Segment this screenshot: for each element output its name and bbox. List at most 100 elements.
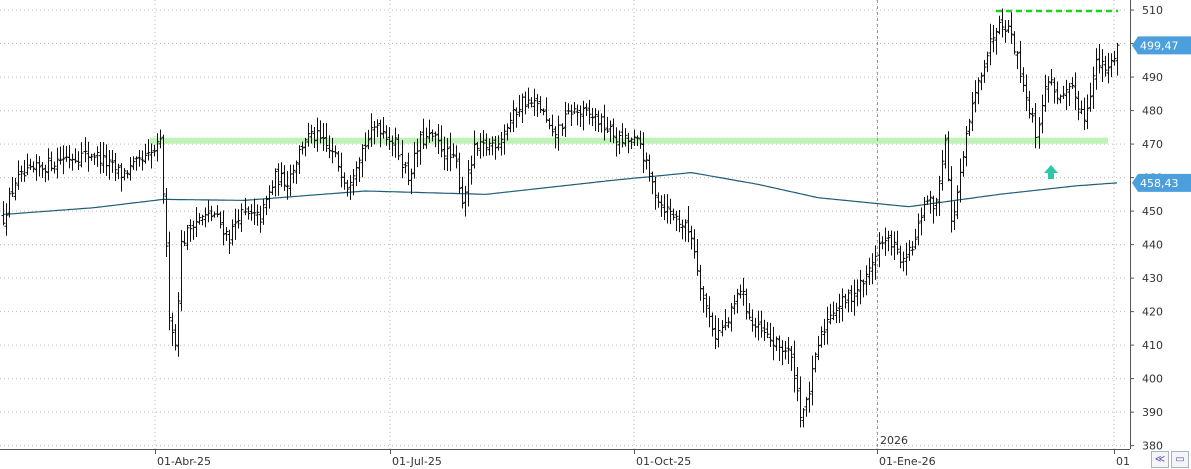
price-bar <box>970 91 975 132</box>
price-bar <box>692 229 697 259</box>
price-bar <box>140 150 145 171</box>
price-bar <box>128 156 133 181</box>
price-bar <box>855 279 860 307</box>
price-bar <box>227 229 232 254</box>
price-bar <box>581 100 586 131</box>
price-bar <box>381 117 386 139</box>
price-bar <box>457 152 462 194</box>
moving-average-line <box>2 171 1118 215</box>
price-bar <box>1091 66 1096 109</box>
price-bar <box>605 116 610 133</box>
price-bar <box>864 265 869 296</box>
y-tick-label: 440 <box>1142 239 1163 252</box>
price-bar <box>164 187 169 258</box>
y-tick-label: 410 <box>1142 339 1163 352</box>
price-bar <box>774 336 779 352</box>
price-bar <box>1033 103 1038 149</box>
price-bar <box>430 129 435 142</box>
price-bar <box>563 101 568 137</box>
price-bar <box>816 335 821 361</box>
price-bar <box>946 131 951 182</box>
price-bar <box>149 143 154 169</box>
save-icon[interactable]: ▭ <box>1171 451 1189 468</box>
price-bar <box>472 130 477 169</box>
price-bar <box>418 130 423 165</box>
price-bar <box>511 100 516 133</box>
price-bar <box>1030 107 1035 123</box>
price-bar <box>309 124 314 144</box>
price-bar <box>351 168 356 196</box>
price-bar <box>656 192 661 208</box>
price-bar <box>297 145 302 175</box>
price-bar <box>529 97 534 108</box>
price-bar <box>828 303 833 325</box>
price-bar <box>285 171 290 200</box>
price-bar <box>400 140 405 179</box>
price-bar <box>1112 50 1117 66</box>
price-bar <box>858 269 863 305</box>
price-bar <box>738 284 743 299</box>
price-bar <box>427 119 432 143</box>
price-bar <box>768 322 773 347</box>
price-bar <box>451 143 456 159</box>
price-bar <box>873 245 878 280</box>
price-bar <box>230 219 235 246</box>
price-bar <box>1067 82 1072 107</box>
price-bar <box>442 136 447 171</box>
price-bar <box>448 132 453 172</box>
price-bar <box>55 147 60 179</box>
price-bar <box>602 104 607 141</box>
price-bar <box>421 118 426 149</box>
price-bar <box>79 142 84 168</box>
price-bar <box>723 308 728 331</box>
price-bar <box>744 288 749 320</box>
price-bar <box>327 135 332 159</box>
price-bar <box>318 120 323 144</box>
price-bar <box>61 145 66 175</box>
x-tick-label: 01-Jul-25 <box>392 455 442 468</box>
price-bar <box>360 144 365 178</box>
price-bar <box>680 219 685 240</box>
price-bar <box>704 293 709 318</box>
price-bar <box>544 97 549 123</box>
price-bar <box>813 352 818 373</box>
price-bar <box>194 207 199 237</box>
price-bar <box>1024 74 1029 112</box>
price-bar <box>276 163 281 196</box>
price-bar <box>877 232 882 268</box>
price-bar <box>514 107 519 128</box>
y-tick-label: 380 <box>1142 440 1163 453</box>
chart-axes: 2026 <box>0 0 1131 450</box>
price-bar <box>982 59 987 83</box>
price-bar <box>460 176 465 209</box>
price-bar <box>363 132 368 162</box>
price-bar <box>83 137 88 163</box>
price-bar <box>424 127 429 149</box>
price-bar <box>807 381 812 413</box>
price-bar <box>158 129 163 149</box>
price-bar <box>644 152 649 170</box>
price-bar <box>496 135 501 151</box>
price-bar <box>653 176 658 210</box>
price-bar <box>1100 49 1105 82</box>
price-bar <box>167 231 172 331</box>
chart-grid <box>0 0 1128 449</box>
year-label: 2026 <box>880 434 908 447</box>
price-bar <box>578 105 583 128</box>
price-bar <box>973 80 978 113</box>
price-bar <box>747 303 752 320</box>
price-bar <box>261 198 266 225</box>
price-bar <box>101 142 106 174</box>
price-bar <box>67 145 72 169</box>
price-bar <box>910 241 915 256</box>
price-bar <box>357 157 362 182</box>
price-bar <box>125 170 130 179</box>
price-bar <box>378 119 383 148</box>
price-bar <box>523 91 528 115</box>
price-bar <box>354 161 359 187</box>
price-bar <box>638 130 643 149</box>
price-bar <box>384 125 389 146</box>
axis-toggle-icon[interactable]: ≪ <box>1151 451 1169 468</box>
y-tick-label: 420 <box>1142 306 1163 319</box>
price-bar <box>505 123 510 141</box>
